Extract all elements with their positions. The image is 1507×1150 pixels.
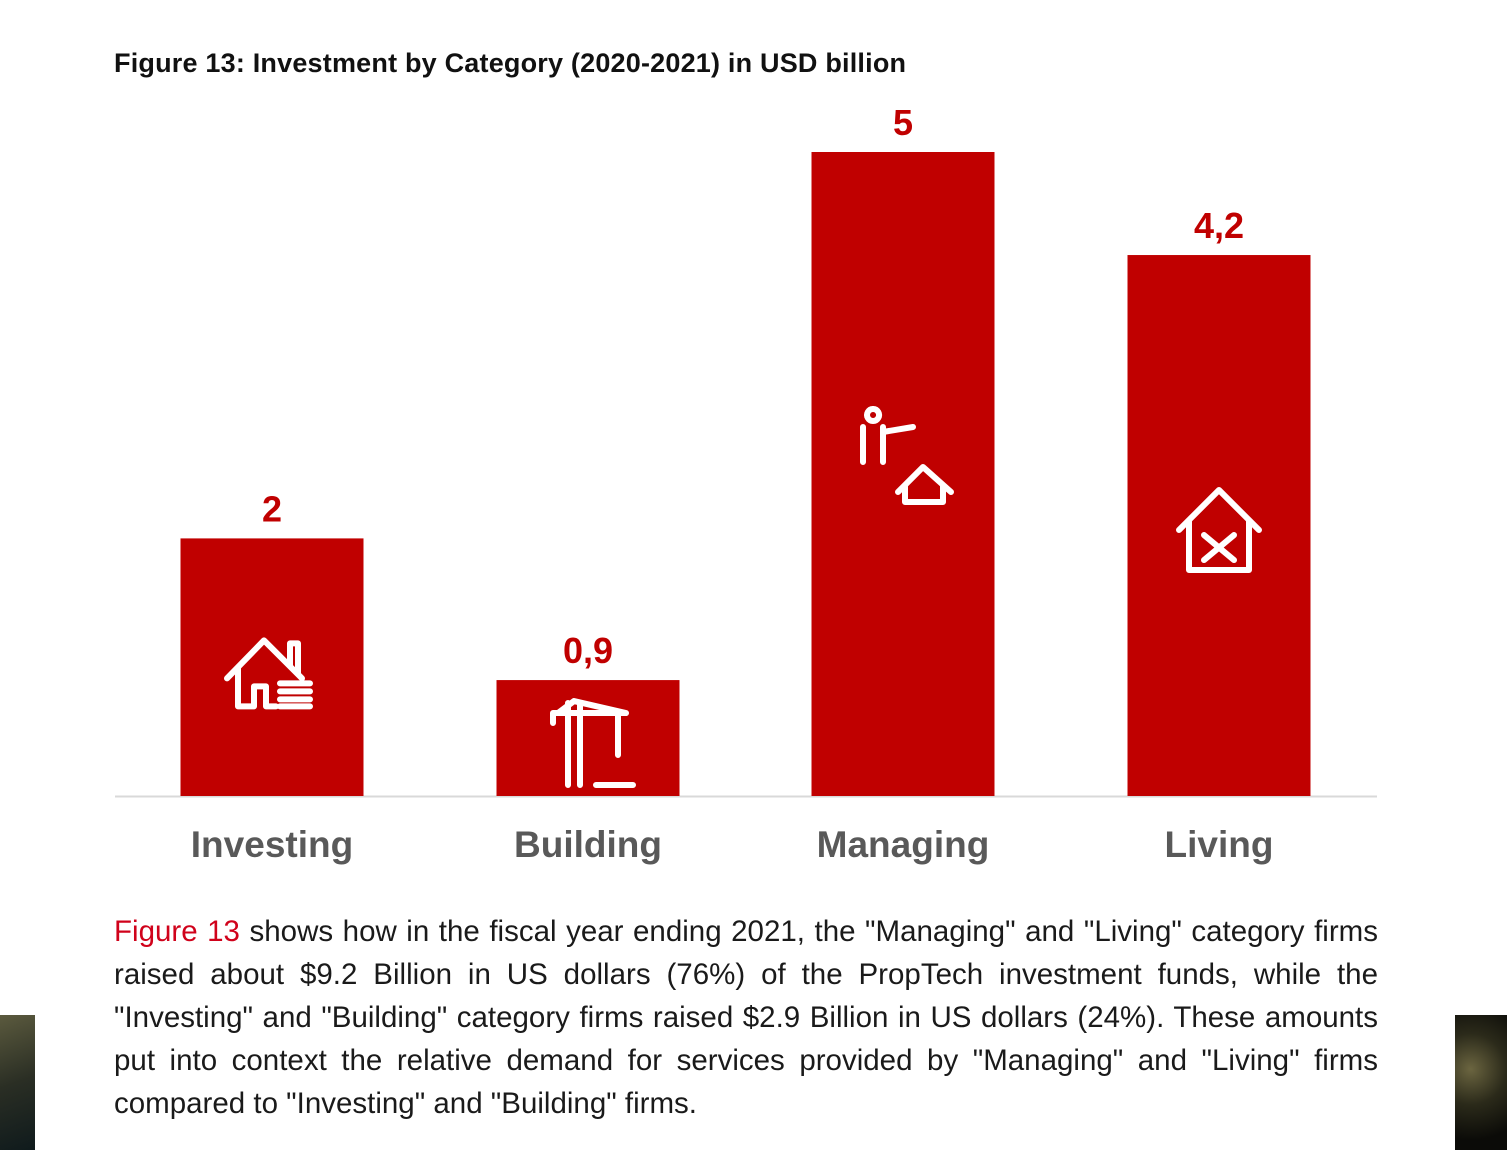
data-label: 5: [893, 102, 913, 143]
bar-living: [1127, 255, 1311, 797]
paragraph-text: shows how in the fiscal year ending 2021…: [114, 915, 1378, 1120]
figure-reference-link[interactable]: Figure 13: [114, 915, 240, 948]
bar-managing: [811, 152, 995, 796]
bar-chart: 2 Investing 0,9 Building 5 Managing 4,2 Living: [115, 102, 1377, 865]
crane-icon: [550, 698, 636, 789]
agent-house-icon: [860, 406, 954, 505]
category-label: Building: [514, 824, 662, 865]
category-label: Investing: [191, 824, 353, 865]
bar-building: [496, 680, 680, 796]
chart-title: Figure 13: Investment by Category (2020-…: [114, 48, 907, 78]
category-label: Managing: [817, 824, 990, 865]
category-label: Living: [1165, 824, 1274, 865]
background-photo-left: [0, 1015, 35, 1150]
data-label: 2: [262, 488, 282, 529]
data-label: 0,9: [563, 630, 613, 671]
bar-investing: [180, 538, 364, 796]
description-paragraph: Figure 13 shows how in the fiscal year e…: [114, 910, 1378, 1125]
house-tools-icon: [1176, 487, 1262, 574]
background-photo-right: [1455, 1015, 1507, 1150]
data-label: 4,2: [1194, 205, 1244, 246]
house-coins-icon: [224, 637, 313, 710]
